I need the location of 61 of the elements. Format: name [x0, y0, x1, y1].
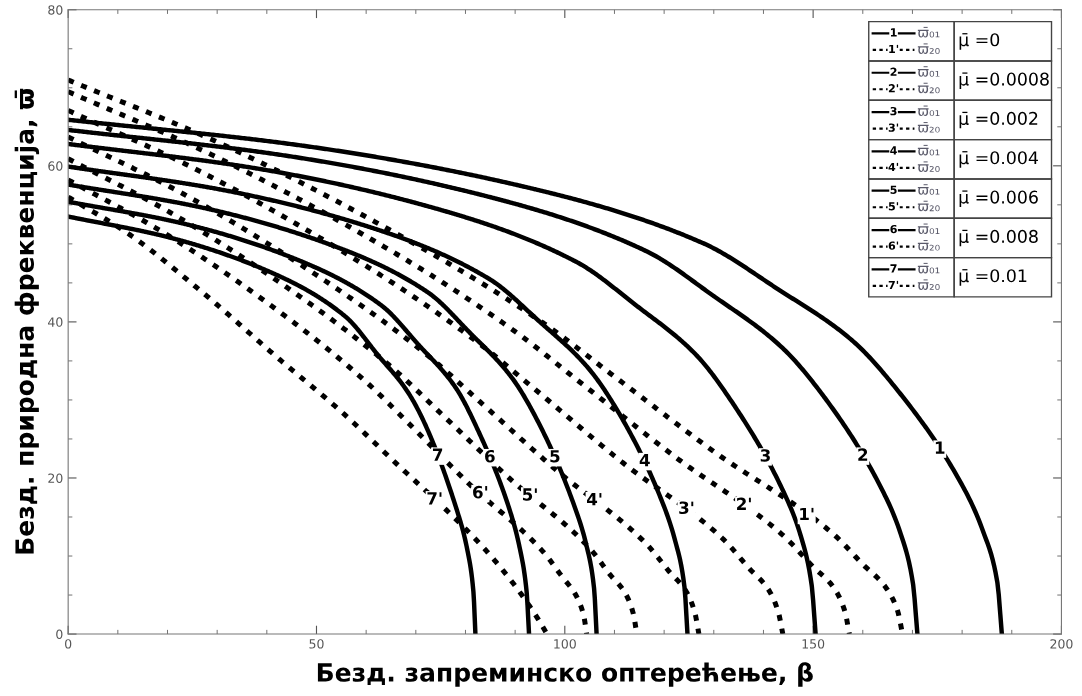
annotation: 4	[639, 454, 650, 467]
annotation: μ̄ =0.004	[959, 151, 1038, 168]
y-tick-label: 20	[48, 473, 63, 483]
text: 6'	[888, 241, 899, 250]
legend-label: ϖ̄₂₀	[917, 122, 940, 133]
y-axis-title: Безд. природна фреквенција, ϖ̄	[14, 88, 40, 554]
annotation: 5'	[522, 488, 537, 501]
annotation: 3	[760, 449, 770, 462]
annotation: 5	[550, 450, 560, 463]
legend-label: ϖ̄₂₀	[917, 161, 940, 172]
x-tick-label: 0	[65, 639, 72, 649]
x-tick-label: 200	[1050, 639, 1073, 649]
annotation: 7	[432, 448, 443, 461]
x-axis-title: Безд. запреминско оптерећење, β	[317, 662, 813, 687]
legend-label: ϖ̄₀₁	[917, 144, 940, 156]
y-tick-label: 80	[48, 5, 63, 15]
text: 7	[890, 264, 897, 273]
text: 5	[890, 185, 897, 194]
text: 3'	[888, 123, 899, 132]
annotation: μ̄ =0.008	[959, 229, 1038, 247]
text: 1	[890, 28, 897, 37]
annotation: 6	[485, 449, 495, 463]
text: 1'	[889, 44, 899, 53]
legend-label: ϖ̄₂₀	[917, 200, 940, 212]
legend-label: ϖ̄₀₁	[917, 66, 940, 77]
text: 6	[890, 224, 897, 234]
text: 5'	[888, 202, 899, 211]
annotation: μ̄ =0.006	[959, 190, 1038, 207]
annotation: μ̄ =0.002	[959, 111, 1038, 129]
annotation: 6'	[473, 485, 488, 499]
x-tick-label: 50	[309, 639, 324, 649]
text: 3	[890, 106, 897, 116]
legend-label: ϖ̄₀₁	[917, 262, 940, 274]
legend-label: ϖ̄₀₁	[917, 105, 940, 117]
legend-label: ϖ̄₀₁	[917, 26, 940, 38]
x-tick-label: 150	[802, 639, 825, 649]
annotation: 3'	[679, 501, 694, 515]
annotation: 1'	[800, 507, 814, 521]
annotation: 4'	[587, 493, 602, 506]
text: 4'	[888, 162, 899, 171]
legend-label: ϖ̄₂₀	[917, 279, 940, 290]
text: 2	[890, 67, 897, 76]
x-tick-label: 100	[554, 639, 576, 649]
annotation: 2	[858, 448, 868, 461]
legend-label: ϖ̄₀₁	[917, 184, 940, 195]
y-tick-label: 0	[56, 629, 63, 639]
annotation: 1	[935, 441, 945, 454]
annotation: 2'	[737, 497, 751, 510]
annotation: μ̄ =0.0008	[959, 72, 1049, 89]
annotation: 7'	[427, 492, 442, 505]
y-tick-label: 60	[48, 161, 63, 171]
legend-label: ϖ̄₂₀	[917, 240, 940, 251]
annotation: μ̄ =0	[959, 33, 1000, 50]
text: 2'	[888, 84, 899, 93]
legend-label: ϖ̄₂₀	[917, 43, 940, 54]
y-tick-label: 40	[48, 317, 63, 327]
text: 7'	[888, 280, 899, 289]
text: 4	[890, 146, 897, 155]
legend-label: ϖ̄₀₁	[917, 223, 940, 235]
annotation: μ̄ =0.01	[959, 269, 1027, 286]
legend-label: ϖ̄₂₀	[917, 82, 940, 94]
